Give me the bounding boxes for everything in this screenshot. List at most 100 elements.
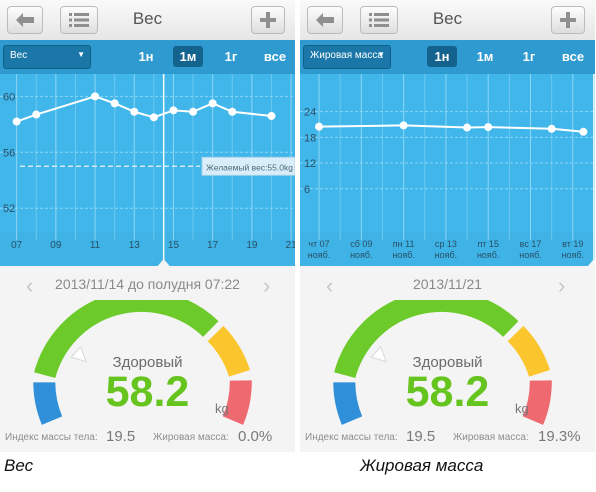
data-point [91,92,100,101]
selection-cursor-marker [157,259,170,266]
next-date-icon[interactable]: › [558,273,566,298]
gauge-green-segment [34,300,219,379]
stats-footer: Индекс массы тела: 19.5 Жировая масса: 0… [0,426,295,452]
caption-weight: Вес [4,456,34,475]
prev-date-icon[interactable]: ‹ [26,273,34,298]
period-1m-tab[interactable]: 1м [476,49,494,64]
period-1y-tab[interactable]: 1г [522,49,536,64]
stats-footer: Индекс массы тела: 19.5 Жировая масса: 1… [300,426,595,452]
metric-dropdown-label: Жировая масса [310,50,383,61]
x-tick-label: 13 [129,240,141,251]
chart-axis-strip [300,232,595,266]
x-tick-label: пт 15 [477,239,499,249]
weight-unit: kg [215,401,229,416]
y-tick-label: 18 [304,132,316,144]
back-button[interactable] [307,6,343,34]
period-bar: Жировая масса ▼ 1н 1м 1г все [300,40,595,74]
data-point [149,113,158,122]
goal-tag [201,156,295,176]
data-point [579,127,588,136]
data-point [169,106,178,115]
data-point [32,110,41,119]
fat-mass-screen: Вес Жировая масса ▼ 1н 1м 1г все 24 18 12 6… [300,0,595,452]
x-tick-label: нояб. [350,250,373,260]
bmi-value: 19.5 [406,428,436,445]
x-tick-label: нояб. [519,250,542,260]
x-tick-label: 11 [90,240,101,251]
bmi-label: Индекс массы тела: [305,432,398,443]
gauge-blue-segment [333,381,363,425]
back-arrow-icon [16,13,34,27]
x-tick-label: нояб. [477,250,500,260]
period-all-tab[interactable]: все [263,49,287,64]
weight-screen: Вес Вес ▼ 1н 1м 1г все 60 56 52 07 09 11 13 15 1… [0,0,295,452]
metric-dropdown[interactable]: Вес ▼ [3,45,91,69]
next-date-icon[interactable]: › [263,273,271,298]
y-tick-label: 6 [304,184,310,196]
date-navigator: ‹ 2013/11/14 до полудня 07:22 › [0,273,295,298]
top-bar: Вес [0,0,295,41]
data-point [267,111,276,120]
gauge-red-segment [222,380,252,425]
period-1w-tab[interactable]: 1н [427,46,457,67]
gauge-green-segment [334,300,519,379]
plus-icon [560,12,576,28]
period-1w-tab[interactable]: 1н [138,49,154,64]
metric-dropdown-label: Вес [10,50,28,61]
goal-tag-label: Желаемый вес:55.0kg [206,162,293,172]
x-tick-label: нояб. [308,250,331,260]
series-line [319,124,584,133]
bmi-label: Индекс массы тела: [5,432,98,443]
y-tick-label: 52 [3,203,15,215]
x-tick-label: 09 [50,240,62,251]
gauge-blue-segment [33,381,63,425]
back-button[interactable] [7,6,43,34]
x-tick-label: сб 09 [350,239,372,249]
screen-title: Вес [432,9,463,28]
data-point [130,107,139,116]
data-point [189,107,198,116]
bmi-value: 19.5 [106,428,136,445]
chart-axis-strip [0,232,295,266]
gauge-yellow-segment [507,325,550,377]
x-tick-label: ср 13 [435,239,457,249]
period-all-tab[interactable]: все [561,49,585,64]
measurement-date: 2013/11/21 [412,276,483,292]
y-tick-label: 24 [304,107,316,119]
data-point [208,99,217,108]
gauge-needle [70,345,87,363]
list-button[interactable] [360,6,398,34]
x-tick-label: 17 [207,240,219,251]
x-tick-label: нояб. [435,250,458,260]
list-button[interactable] [60,6,98,34]
caption-fat-mass: Жировая масса [360,456,484,475]
y-tick-label: 12 [304,158,316,170]
data-point [228,107,237,116]
data-point [484,123,493,132]
list-icon [369,13,389,27]
fat-mass-label: Жировая масса: [453,432,529,443]
list-icon [69,13,89,27]
add-button[interactable] [251,6,285,34]
weight-value: 58.2 [105,368,190,416]
y-tick-label: 60 [3,91,15,103]
x-tick-label: чт 07 [308,239,329,249]
period-1m-tab[interactable]: 1м [173,46,203,67]
dropdown-arrow-icon: ▼ [77,50,85,59]
metric-dropdown[interactable]: Жировая масса ▼ [303,45,391,69]
selection-cursor-marker [587,259,595,266]
x-tick-label: пн 11 [393,239,415,249]
data-point [463,123,472,132]
fat-mass-label: Жировая масса: [153,432,229,443]
x-tick-label: 21 [286,240,295,251]
x-tick-label: вт 19 [562,239,583,249]
weight-chart[interactable]: 60 56 52 07 09 11 13 15 17 19 21 Желаемый вес:55.0k… [0,74,295,266]
dropdown-arrow-icon: ▼ [377,50,385,59]
add-button[interactable] [551,6,585,34]
prev-date-icon[interactable]: ‹ [326,273,334,298]
measurement-date: 2013/11/14 до полудня 07:22 [55,276,240,292]
period-1y-tab[interactable]: 1г [224,49,238,64]
health-status: Здоровый [112,354,183,371]
data-point [110,99,119,108]
